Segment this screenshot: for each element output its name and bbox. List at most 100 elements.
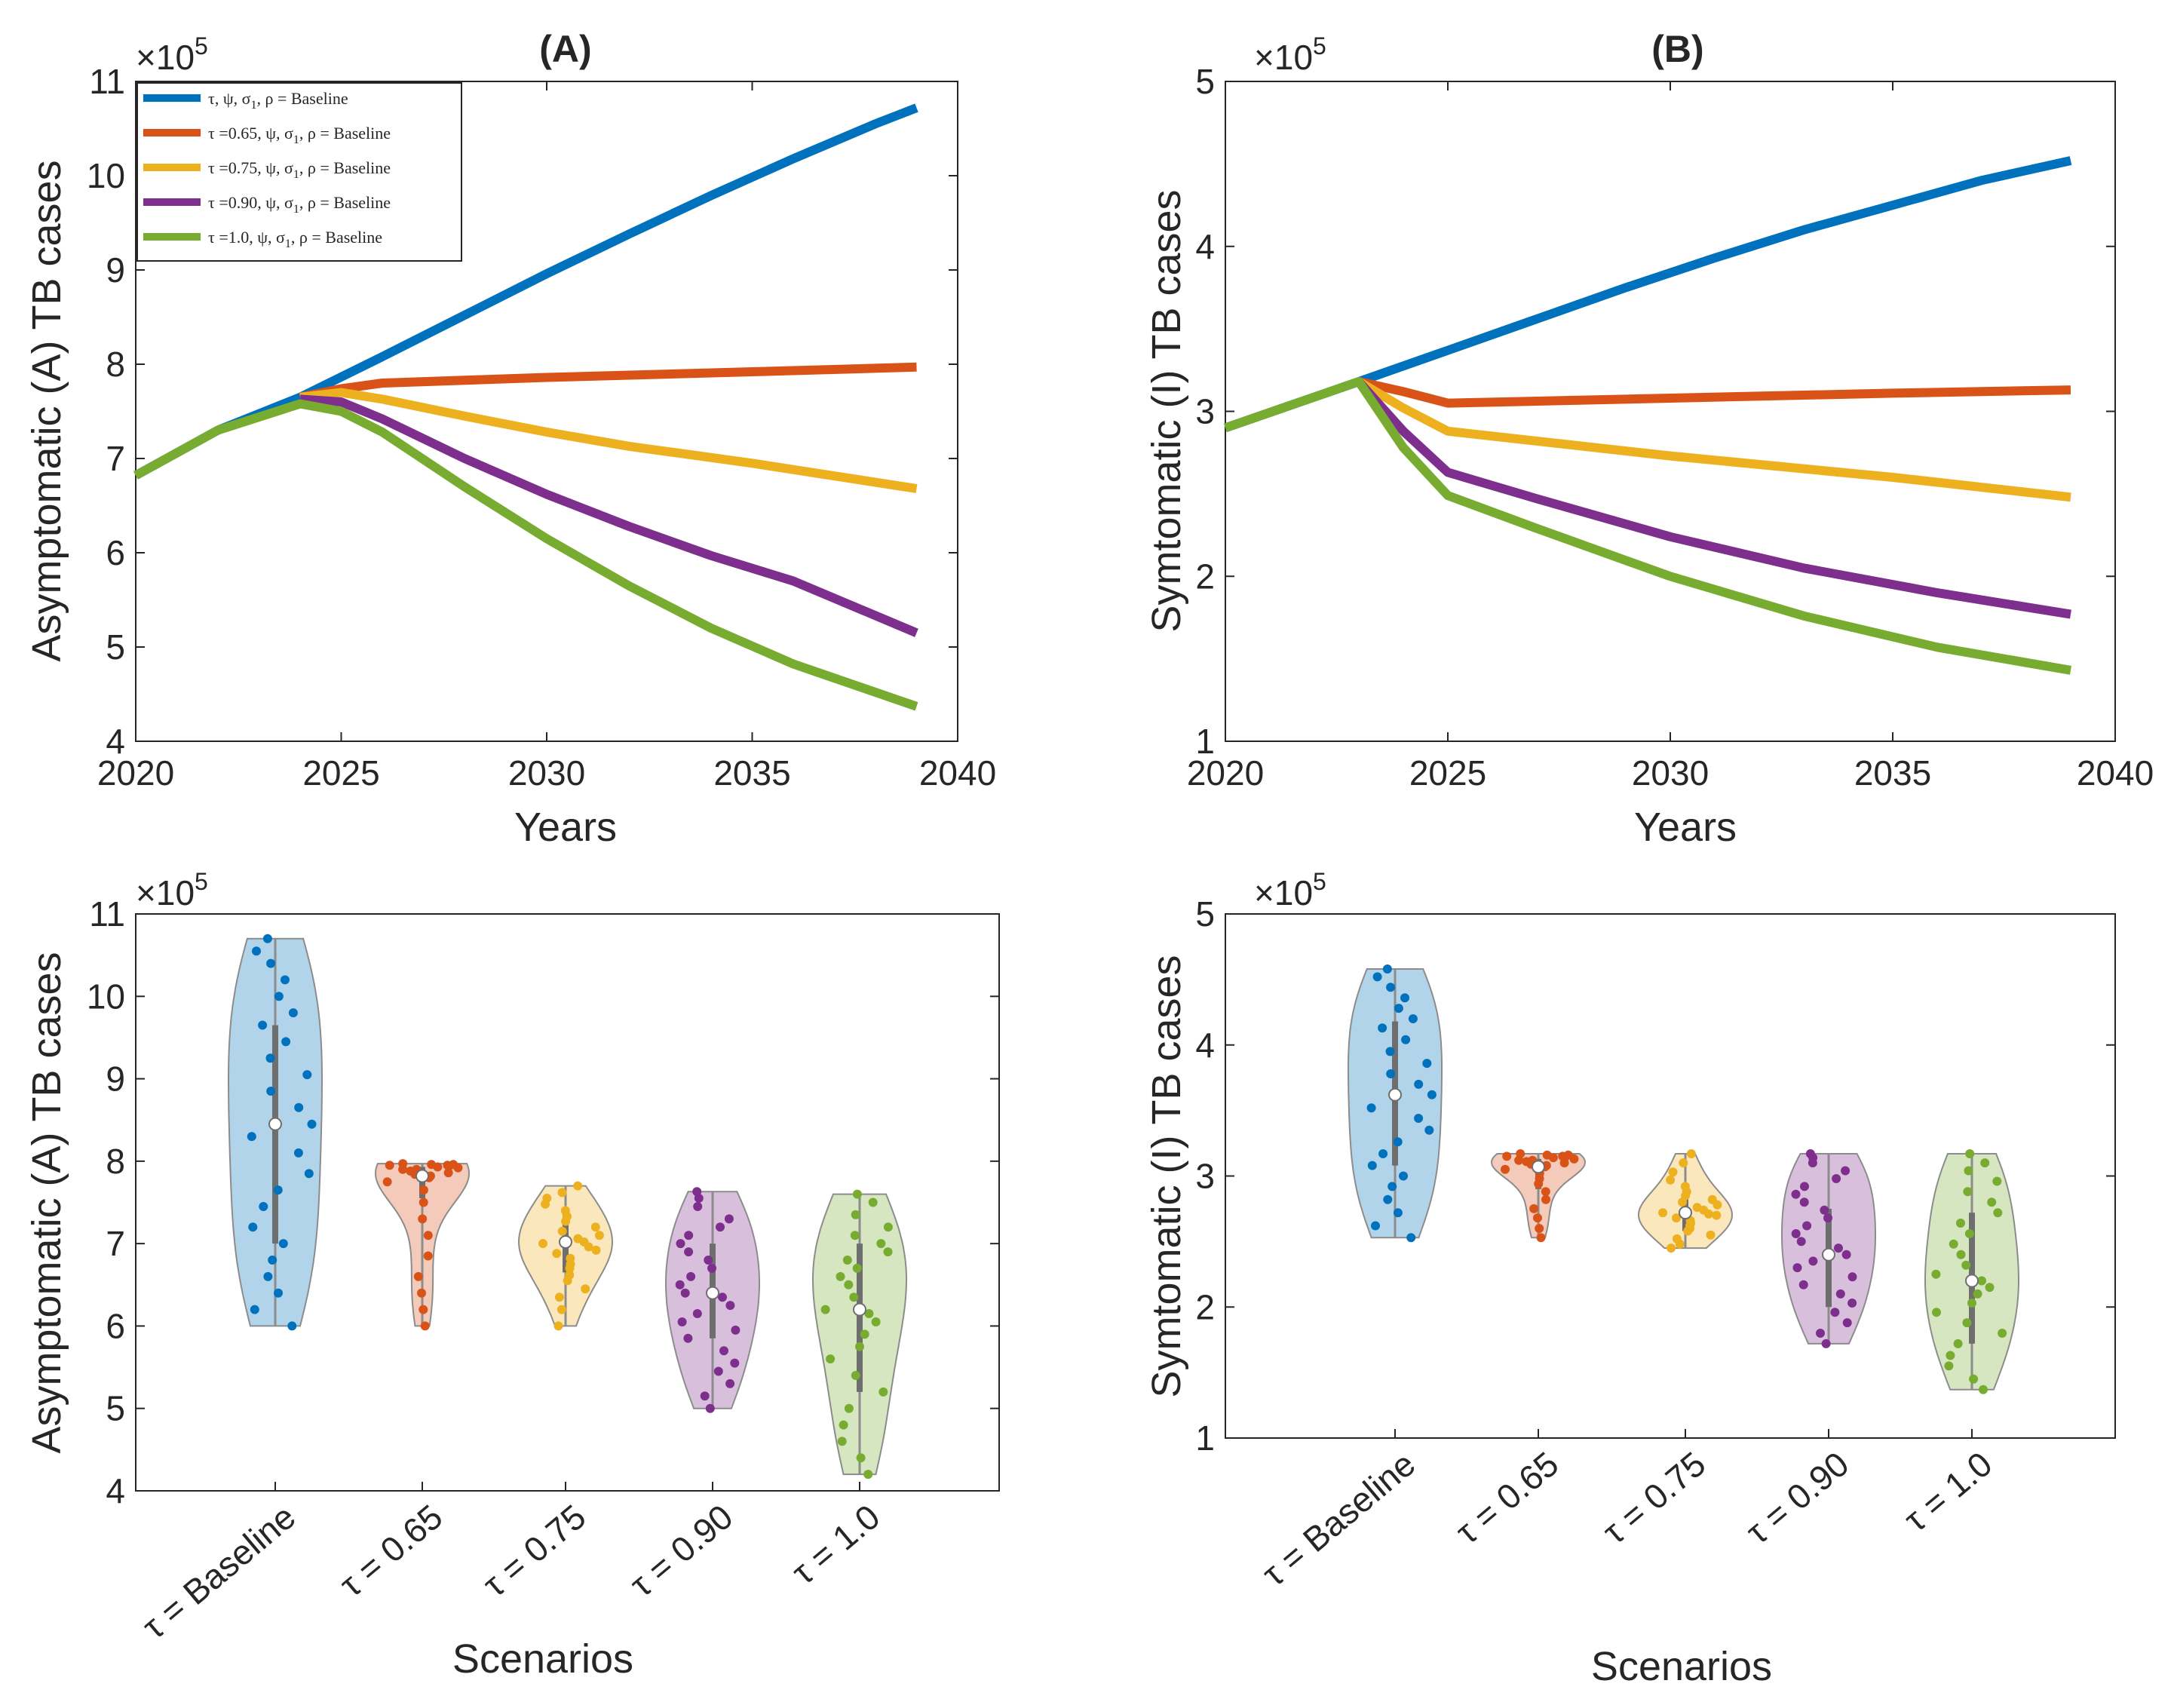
panel-d-data-point — [1834, 1243, 1843, 1253]
panel-c-data-point — [557, 1305, 566, 1314]
panel-a-xlabel: Years — [514, 805, 617, 850]
panel-c-data-point — [294, 1102, 304, 1112]
panel-b-title: (B) — [1651, 28, 1703, 70]
panel-c-data-point — [573, 1234, 583, 1243]
panel-a-series — [133, 103, 918, 711]
panel-a-xtick-label: 2040 — [919, 753, 996, 793]
panel-c-data-point — [427, 1160, 437, 1170]
panel-d-data-point — [1963, 1187, 1973, 1197]
panel-b-series — [1224, 156, 2072, 675]
panel-c-data-point — [591, 1245, 601, 1255]
panel-a: (A) ×105 Years Asymptomatic (A) TB cases… — [24, 28, 996, 850]
panel-d-data-point — [1387, 1182, 1397, 1191]
panel-d-data-point — [1792, 1263, 1802, 1273]
panel-c-data-point — [265, 1053, 275, 1063]
panel-d-violins — [1348, 964, 2019, 1394]
panel-b-series-line-2 — [1357, 377, 2071, 408]
panel-b-ytick-label: 1 — [1195, 722, 1215, 761]
panel-d-ytick-label: 2 — [1195, 1287, 1215, 1326]
panel-c-ytick-label: 11 — [89, 894, 125, 934]
panel-d-ylabel: Symtomatic (I) TB cases — [1144, 955, 1189, 1397]
panel-c-data-point — [557, 1226, 567, 1236]
panel-c-data-point — [304, 1169, 314, 1179]
panel-c-data-point — [860, 1329, 869, 1339]
panel-d-data-point — [1805, 1149, 1815, 1158]
panel-c-data-point — [560, 1206, 570, 1216]
panel-a-ytick-label: 9 — [106, 250, 125, 290]
panel-d-data-point — [1378, 1023, 1387, 1033]
panel-c-data-point — [266, 958, 276, 968]
panel-d-data-point — [1501, 1164, 1510, 1174]
panel-d-data-point — [1666, 1175, 1676, 1185]
panel-d-data-point — [1821, 1338, 1831, 1348]
panel-c-category-label: τ = 0.90 — [622, 1497, 740, 1605]
panel-d-violin-median-1 — [1388, 1087, 1402, 1102]
panel-c-data-point — [419, 1185, 428, 1195]
panel-c-data-point — [449, 1160, 458, 1170]
panel-d-data-point — [1386, 983, 1396, 992]
panel-d-data-point — [1541, 1194, 1550, 1204]
panel-a-ytick-label: 8 — [106, 345, 125, 384]
panel-c-data-point — [418, 1214, 428, 1224]
panel-c-ytick-label: 9 — [106, 1059, 125, 1099]
panel-c-data-point — [684, 1231, 694, 1240]
panel-c-data-point — [417, 1288, 426, 1298]
panel-c-data-point — [725, 1378, 735, 1388]
panel-c-data-point — [849, 1292, 859, 1302]
panel-d-data-point — [1798, 1280, 1808, 1289]
panel-d-data-point — [1841, 1250, 1851, 1259]
panel-d-data-point — [1964, 1229, 1974, 1238]
panel-d-data-point — [1965, 1149, 1975, 1158]
panel-c-xlabel: Scenarios — [452, 1636, 633, 1682]
panel-d-data-point — [1516, 1149, 1525, 1158]
panel-d-data-point — [1980, 1158, 1990, 1168]
panel-c-data-point — [413, 1271, 423, 1281]
panel-d-data-point — [1832, 1174, 1841, 1183]
panel-c-data-point — [557, 1188, 567, 1197]
panel-c-data-point — [581, 1284, 590, 1294]
panel-d-data-point — [1536, 1233, 1546, 1243]
panel-c-data-point — [281, 975, 290, 985]
panel-c-ytick-label: 10 — [87, 977, 125, 1016]
panel-c-data-point — [705, 1403, 715, 1413]
panel-d-ytick-label: 5 — [1195, 894, 1215, 934]
panel-d-xlabel: Scenarios — [1591, 1644, 1772, 1689]
panel-d-data-point — [1956, 1250, 1966, 1259]
panel-c-data-point — [704, 1256, 713, 1265]
legend-label-2: τ =0.65, ψ, σ1, ρ = Baseline — [208, 124, 391, 146]
panel-d-data-point — [1967, 1299, 1976, 1308]
panel-a-exponent: ×105 — [136, 32, 208, 77]
panel-d-category-label: τ = Baseline — [1255, 1444, 1423, 1594]
panel-a-series-line-2 — [299, 362, 917, 402]
panel-a-ticks: 4 5 6 7 8 9 10 11 2020 2025 2030 2035 2040 — [87, 62, 996, 793]
panel-d-data-point — [1985, 1283, 1995, 1292]
panel-c-exponent: ×105 — [136, 868, 208, 912]
panel-d-data-point — [1823, 1213, 1832, 1223]
panel-b-ytick-label: 2 — [1195, 557, 1215, 596]
panel-c-category-label: τ = 0.65 — [332, 1497, 449, 1605]
panel-d-category-label: τ = 0.75 — [1595, 1444, 1713, 1552]
panel-d-data-point — [1535, 1224, 1544, 1233]
panel-c-data-point — [553, 1321, 563, 1331]
panel-d-data-point — [1679, 1158, 1688, 1168]
panel-d-ytick-label: 3 — [1195, 1157, 1215, 1196]
panel-d-data-point — [1802, 1221, 1812, 1231]
panel-c-data-point — [259, 1202, 268, 1211]
panel-c-data-point — [863, 1470, 873, 1480]
panel-c-data-point — [856, 1453, 866, 1463]
panel-d-data-point — [1977, 1276, 1986, 1286]
panel-d-data-point — [1987, 1197, 1997, 1207]
panel-a-ytick-label: 10 — [87, 156, 125, 195]
panel-d-data-point — [1973, 1289, 1982, 1299]
panel-b-xtick-label: 2040 — [2077, 753, 2154, 793]
panel-d-data-point — [1672, 1234, 1682, 1243]
panel-a-series-line-5 — [133, 399, 918, 711]
panel-c-data-point — [573, 1181, 583, 1191]
panel-c-ytick-label: 4 — [106, 1471, 125, 1510]
panel-d-data-point — [1424, 1125, 1434, 1135]
panel-c-data-point — [288, 1008, 298, 1018]
panel-d-category-label: τ = 1.0 — [1897, 1444, 1999, 1539]
panel-d-data-point — [1399, 1171, 1408, 1181]
panel-c-data-point — [302, 1070, 312, 1080]
